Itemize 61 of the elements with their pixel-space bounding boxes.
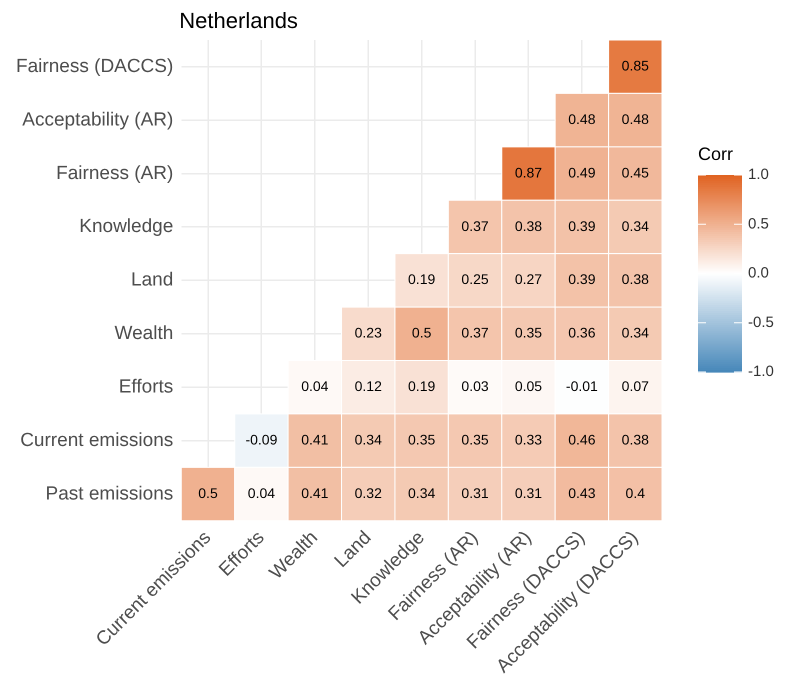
data-label: -0.09 bbox=[245, 431, 278, 448]
data-label: 0.39 bbox=[568, 271, 596, 288]
data-label: 0.33 bbox=[514, 431, 542, 448]
data-label: 0.03 bbox=[461, 378, 489, 394]
data-label: 0.34 bbox=[354, 431, 382, 448]
data-label: 0.35 bbox=[514, 324, 542, 341]
color-bar-label: 0.0 bbox=[748, 264, 769, 282]
data-label: 0.34 bbox=[408, 484, 436, 501]
data-label: 0.25 bbox=[461, 271, 489, 288]
y-tick-label: Acceptability (AR) bbox=[22, 109, 174, 130]
data-label: 0.23 bbox=[354, 324, 382, 341]
data-label: 0.12 bbox=[354, 378, 382, 394]
data-label: 0.87 bbox=[514, 164, 542, 180]
data-label: 0.19 bbox=[408, 378, 436, 394]
color-bar-label: -0.5 bbox=[748, 314, 774, 331]
data-label: 0.38 bbox=[622, 271, 650, 288]
data-label: 0.34 bbox=[622, 324, 650, 341]
data-label: -0.01 bbox=[566, 378, 598, 394]
y-tick-label: Current emissions bbox=[20, 430, 174, 451]
data-label: 0.34 bbox=[622, 218, 650, 234]
data-label: 0.19 bbox=[408, 271, 436, 288]
y-tick-label: Past emissions bbox=[46, 483, 174, 504]
data-label: 0.85 bbox=[622, 58, 650, 74]
chart-title: Netherlands bbox=[179, 8, 298, 33]
data-label: 0.04 bbox=[248, 484, 276, 501]
y-tick-label: Efforts bbox=[118, 376, 174, 398]
data-label: 0.38 bbox=[514, 218, 542, 234]
data-label: 0.38 bbox=[622, 431, 650, 448]
data-label: 0.41 bbox=[301, 431, 329, 448]
data-label: 0.04 bbox=[301, 378, 329, 394]
data-label: 0.31 bbox=[514, 484, 542, 501]
y-tick-label: Wealth bbox=[114, 323, 174, 344]
color-bar-label: 0.5 bbox=[748, 215, 769, 232]
y-tick-label: Knowledge bbox=[79, 216, 174, 238]
y-tick-label: Fairness (AR) bbox=[56, 162, 174, 184]
data-label: 0.05 bbox=[514, 378, 542, 394]
data-label: 0.35 bbox=[408, 431, 436, 448]
data-label: 0.48 bbox=[568, 110, 596, 127]
data-label: 0.32 bbox=[354, 484, 382, 501]
data-label: 0.39 bbox=[568, 218, 596, 234]
data-label: 0.5 bbox=[412, 324, 432, 341]
legend-title: Corr bbox=[698, 144, 734, 164]
data-label: 0.46 bbox=[568, 431, 596, 448]
y-tick-label: Fairness (DACCS) bbox=[16, 56, 174, 77]
data-label: 0.41 bbox=[301, 484, 329, 501]
y-tick-label: Land bbox=[131, 270, 174, 291]
data-label: 0.07 bbox=[622, 378, 650, 394]
data-label: 0.37 bbox=[461, 324, 489, 341]
data-label: 0.5 bbox=[198, 484, 218, 501]
data-label: 0.31 bbox=[461, 484, 489, 501]
data-label: 0.43 bbox=[568, 484, 596, 501]
color-bar-label: -1.0 bbox=[748, 363, 774, 380]
data-label: 0.37 bbox=[461, 218, 489, 234]
data-label: 0.48 bbox=[622, 110, 650, 127]
color-bar-label: 1.0 bbox=[748, 166, 769, 184]
data-label: 0.36 bbox=[568, 324, 596, 341]
data-label: 0.49 bbox=[568, 164, 596, 180]
data-label: 0.4 bbox=[626, 484, 646, 501]
data-label: 0.27 bbox=[514, 271, 542, 288]
data-label: 0.35 bbox=[461, 431, 489, 448]
data-label: 0.45 bbox=[622, 164, 650, 180]
